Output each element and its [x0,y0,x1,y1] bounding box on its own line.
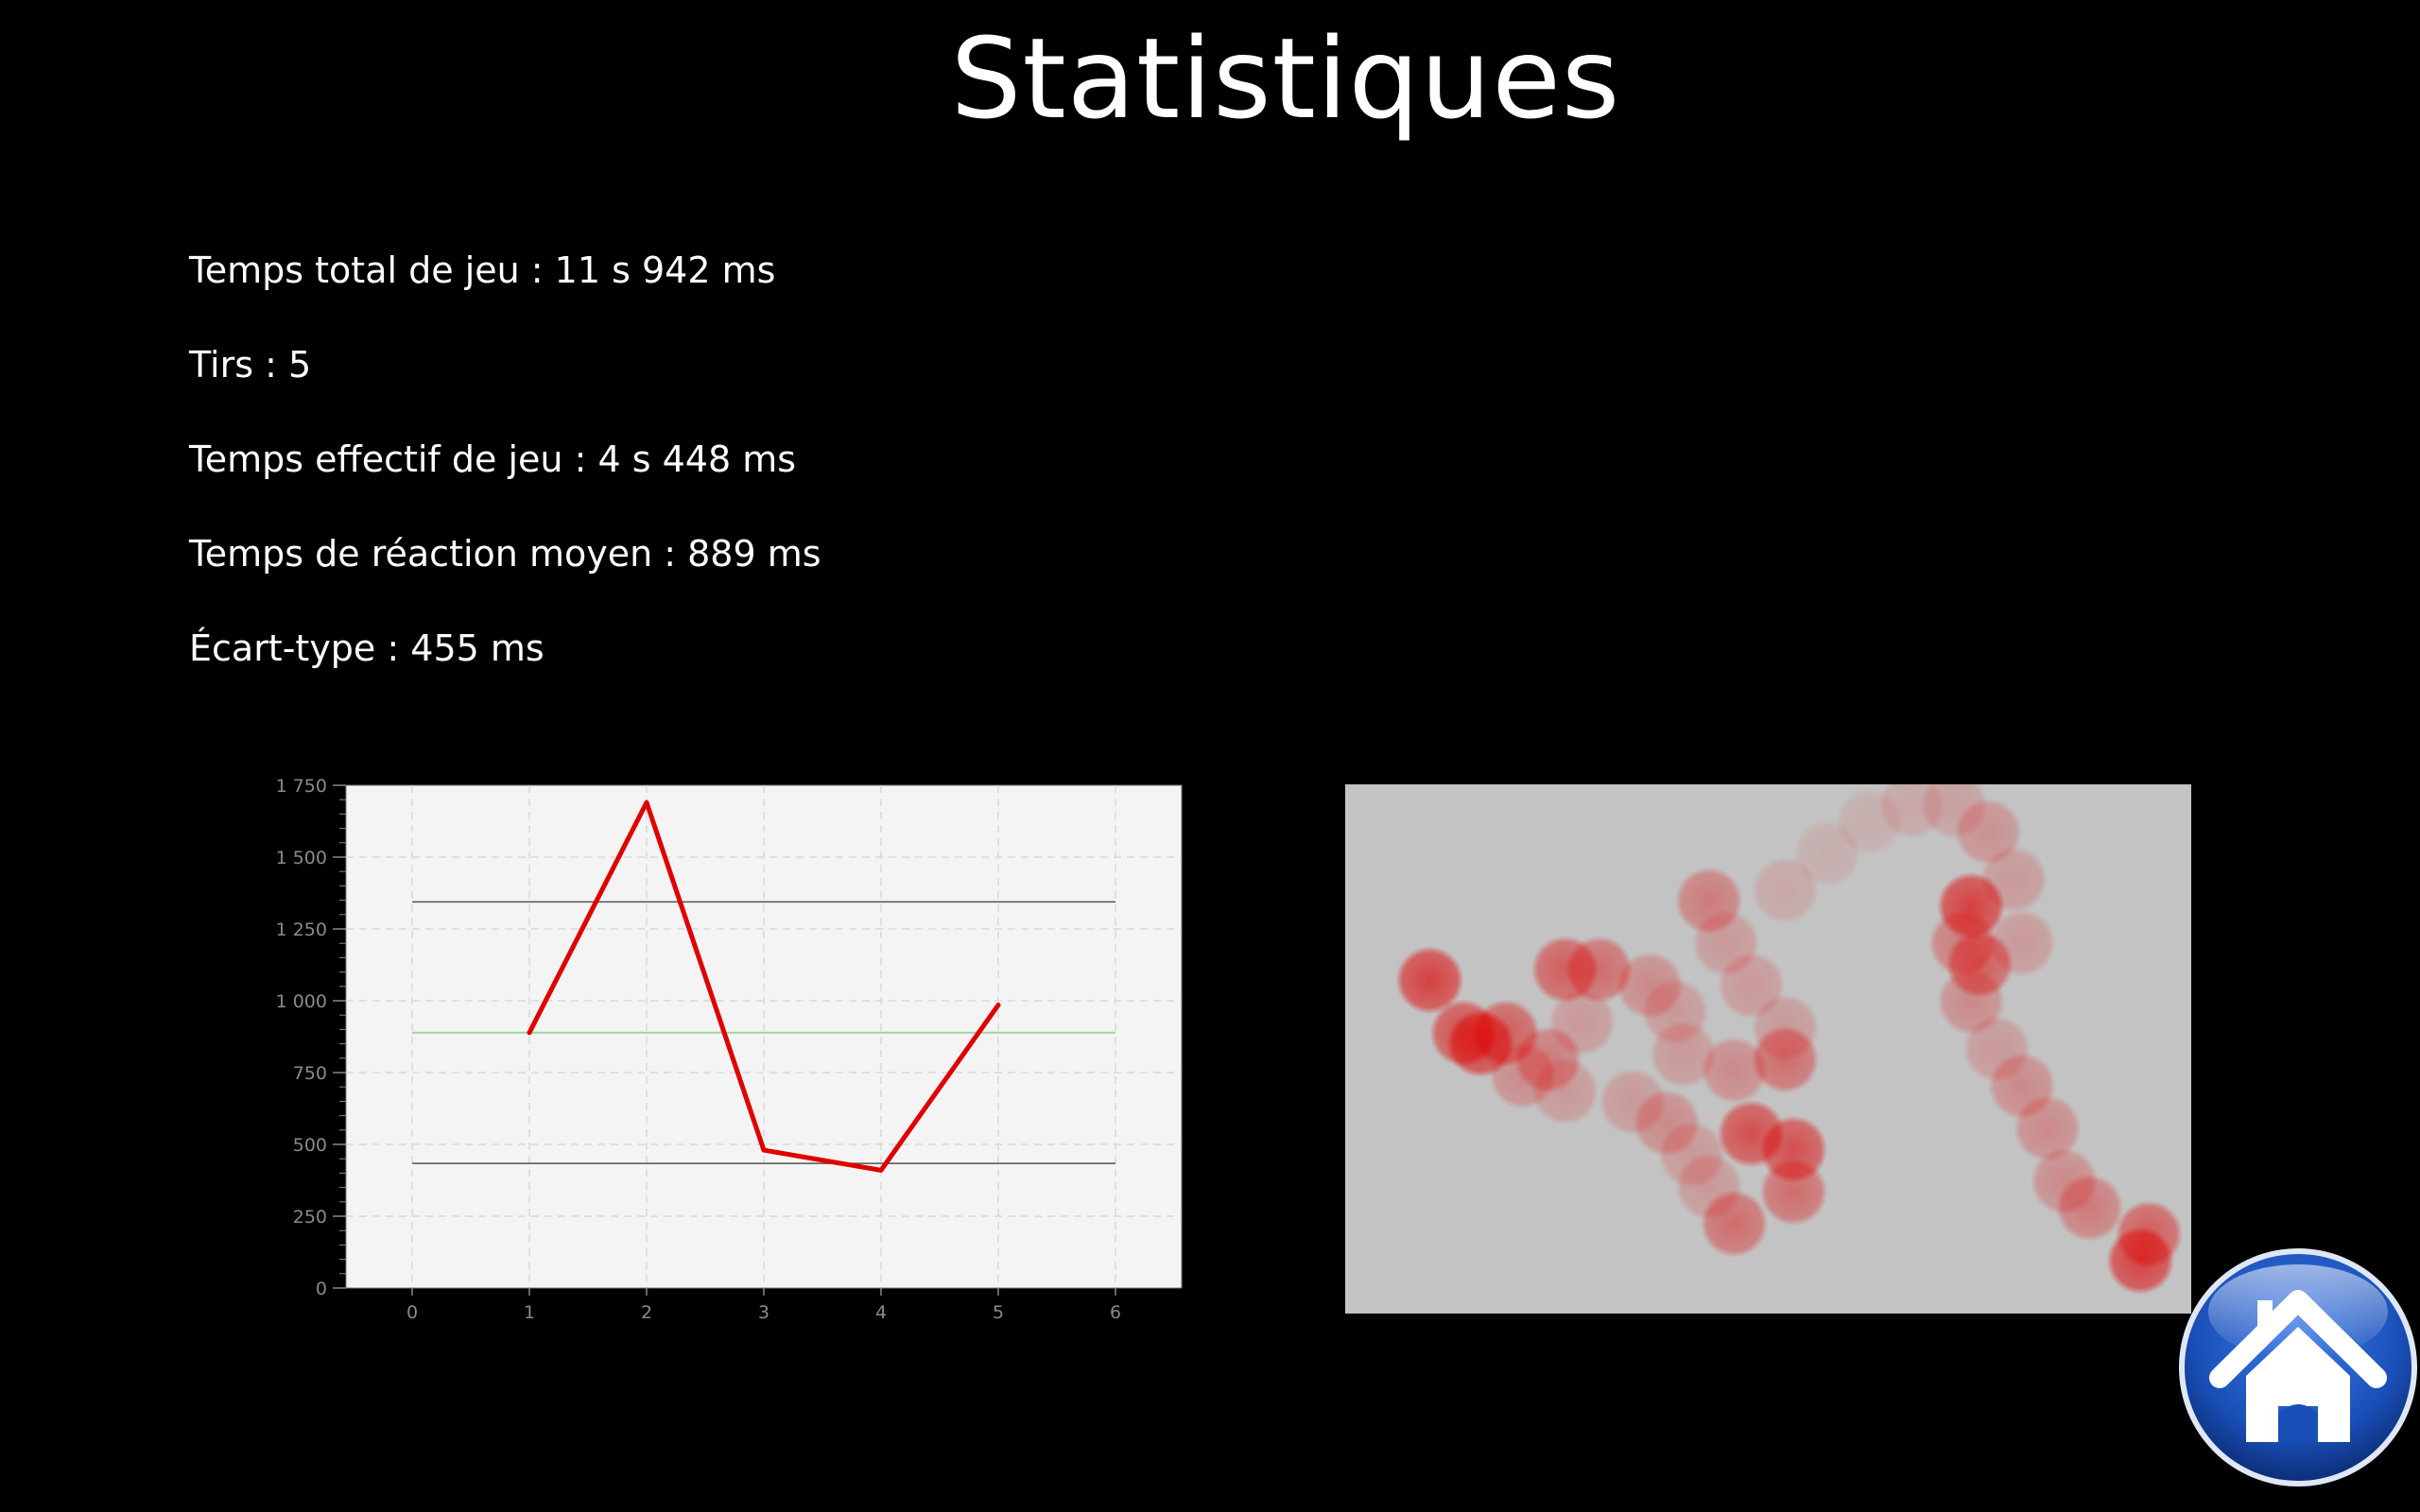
chart-x-tick-label: 4 [875,1302,887,1323]
heatmap-spot [1759,1158,1828,1227]
heatmap-spot [2106,1227,2175,1295]
gaze-heatmap-svg [1395,784,2184,1295]
chart-data-point [527,1030,532,1036]
stat-standard-deviation: Écart-type : 455 ms [189,627,544,669]
heatmap-spot [1751,993,1820,1062]
stat-mean-reaction-time: Temps de réaction moyen : 889 ms [189,533,821,575]
chart-y-tick-label: 1 250 [276,919,327,940]
home-button[interactable] [2176,1246,2420,1489]
stat-shots: Tirs : 5 [189,344,312,386]
chart-y-tick-label: 1 000 [276,991,327,1012]
chart-data-point [995,1003,1001,1008]
heatmap-spot [1928,909,1997,977]
heatmap-spot [1700,1189,1769,1258]
heatmap-spot [1530,1057,1599,1125]
heatmap-spot [1700,1036,1769,1105]
stat-effective-play-time: Temps effectif de jeu : 4 s 448 ms [189,438,797,480]
home-icon[interactable] [2176,1246,2420,1489]
heatmap-spot [1547,988,1616,1057]
chart-x-tick-label: 5 [993,1302,1004,1323]
chart-y-tick-label: 1 750 [276,776,327,797]
chart-x-tick-label: 3 [758,1302,769,1323]
reaction-time-chart: 0 1 2 3 4 5 6 0 250 500 750 1 000 1 250 1 500 1 750 [255,770,1191,1347]
chart-y-tick-label: 1 500 [276,848,327,868]
chart-y-tick-label: 750 [293,1063,327,1084]
heatmap-spot [2055,1174,2124,1242]
chart-data-point [761,1147,767,1153]
chart-x-tick-label: 1 [524,1302,535,1323]
chart-x-tick-label: 2 [641,1302,652,1323]
stats-list: Temps total de jeu : 11 s 942 ms Tirs : … [189,238,821,711]
chart-y-tick-label: 500 [293,1135,327,1156]
gaze-heatmap [1345,784,2191,1314]
page-title: Statistiques [950,13,1621,144]
chart-data-point [878,1167,884,1173]
heatmap-spot [1395,946,1464,1015]
chart-x-tick-label: 6 [1110,1302,1121,1323]
heatmap-spot [2013,1094,2082,1162]
chart-data-point [644,799,649,805]
chart-y-tick-label: 0 [316,1279,327,1299]
stat-total-play-time: Temps total de jeu : 11 s 942 ms [189,249,776,291]
reaction-time-chart-svg: 0 1 2 3 4 5 6 0 250 500 750 1 000 1 250 1 500 1 750 [276,776,1183,1323]
chart-y-tick-label: 250 [293,1207,327,1228]
chart-x-tick-label: 0 [406,1302,418,1323]
